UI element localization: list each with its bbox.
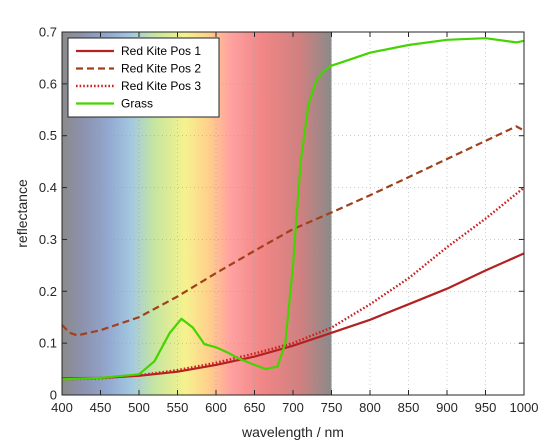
y-tick-label: 0.6 <box>39 76 57 91</box>
legend-label: Red Kite Pos 2 <box>121 62 201 76</box>
x-tick-label: 700 <box>282 400 304 415</box>
series-line-3 <box>61 37 525 381</box>
y-axis-title: reflectance <box>14 179 30 248</box>
axis-ticks: 400 450 500 550 600 650 700 750 800 850 900 950 1000… <box>39 25 539 416</box>
x-tick-label: 450 <box>90 400 112 415</box>
y-tick-label: 0.2 <box>39 284 57 299</box>
legend-label: Red Kite Pos 3 <box>121 79 201 93</box>
legend-label: Red Kite Pos 1 <box>121 44 201 58</box>
x-axis-title: wavelength / nm <box>241 424 344 440</box>
x-tick-label: 1000 <box>510 400 539 415</box>
series-line-1 <box>61 125 525 337</box>
x-tick-label: 800 <box>359 400 381 415</box>
y-tick-label: 0.4 <box>39 180 57 195</box>
x-tick-label: 950 <box>475 400 497 415</box>
x-tick-label: 850 <box>398 400 420 415</box>
y-tick-label: 0.7 <box>39 25 57 40</box>
x-tick-label: 600 <box>205 400 227 415</box>
x-tick-label: 650 <box>244 400 266 415</box>
y-tick-label: 0.1 <box>39 336 57 351</box>
x-tick-label: 550 <box>167 400 189 415</box>
legend-label: Grass <box>121 97 153 111</box>
legend: Red Kite Pos 1 Red Kite Pos 2 Red Kite Pos… <box>67 37 220 118</box>
x-tick-label: 500 <box>128 400 150 415</box>
series-lines <box>61 37 525 381</box>
y-tick-label: 0 <box>50 388 57 403</box>
x-tick-label: 400 <box>51 400 73 415</box>
y-tick-label: 0.3 <box>39 232 57 247</box>
x-tick-label: 900 <box>436 400 458 415</box>
y-tick-label: 0.5 <box>39 128 57 143</box>
x-tick-label: 750 <box>321 400 343 415</box>
